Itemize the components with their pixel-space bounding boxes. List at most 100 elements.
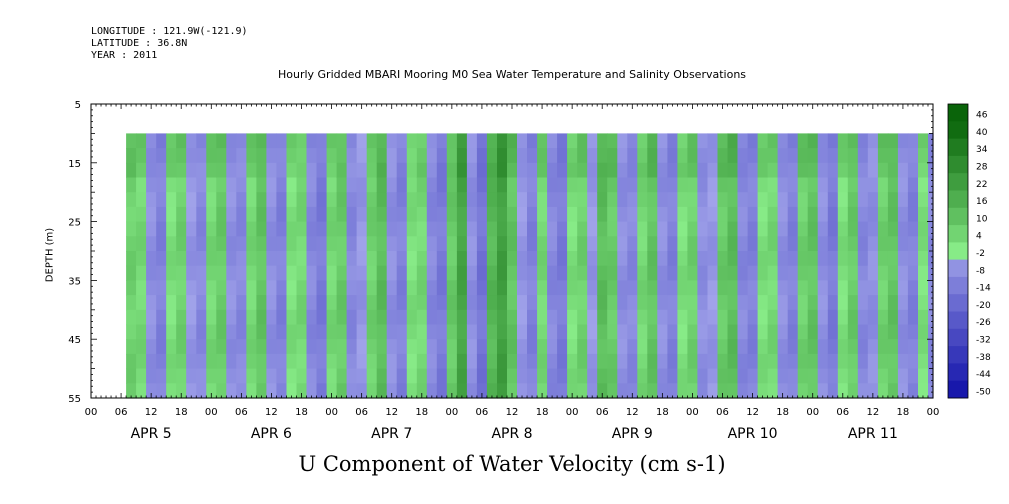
heatmap-cell (577, 383, 588, 399)
heatmap-cell (597, 265, 608, 281)
heatmap-cell (476, 251, 488, 267)
heatmap-cell (166, 265, 177, 281)
heatmap-cell (176, 324, 187, 340)
heatmap-cell (667, 177, 678, 193)
heatmap-cell (426, 206, 438, 223)
heatmap-cell (657, 148, 668, 164)
heatmap-cell (486, 206, 498, 223)
heatmap-cell (146, 324, 157, 340)
x-axis-ticks: 00 06 12 18 00 06 12 18 00 06 12 18 00 06 12 18 00 06 12 18… (85, 104, 939, 442)
heatmap-cell (597, 133, 608, 149)
heatmap-cell (607, 383, 618, 399)
heatmap-cell (306, 265, 318, 281)
heatmap-cell (527, 265, 538, 281)
heatmap-cell (216, 309, 227, 326)
heatmap-cell (557, 236, 568, 252)
heatmap-cell (236, 265, 247, 281)
heatmap-cell (797, 339, 809, 355)
heatmap-cell (577, 133, 588, 149)
heatmap-cell (176, 280, 187, 296)
heatmap-cell (787, 339, 799, 355)
heatmap-cell (918, 295, 929, 311)
heatmap-cell (476, 206, 488, 223)
heatmap-cell (897, 133, 909, 149)
heatmap-cell (186, 368, 197, 384)
heatmap-cell (707, 383, 719, 399)
heatmap-cell (577, 251, 588, 267)
heatmap-cell (867, 280, 879, 296)
heatmap-cell (787, 251, 799, 267)
heatmap-cell (537, 295, 548, 311)
heatmap-cell (777, 206, 789, 223)
heatmap-cell (807, 221, 819, 237)
colorbar-label: 4 (976, 232, 982, 242)
heatmap-cell (817, 265, 829, 281)
heatmap-cell (727, 280, 739, 296)
heatmap-cell (567, 192, 578, 208)
heatmap-cell (918, 368, 929, 384)
heatmap-cell (146, 206, 157, 223)
heatmap-cell (136, 383, 147, 399)
heatmap-cell (537, 339, 548, 355)
heatmap-cell (316, 236, 328, 252)
heatmap-cell (256, 206, 267, 223)
heatmap-cell (206, 295, 217, 311)
heatmap-cell (517, 295, 528, 311)
heatmap-cell (446, 339, 458, 355)
heatmap-cell (697, 236, 708, 252)
heatmap-cell (717, 368, 729, 384)
heatmap-cell (226, 251, 237, 267)
heatmap-cell (677, 295, 688, 311)
colorbar-label: -2 (976, 249, 985, 259)
heatmap-cell (847, 295, 859, 311)
heatmap-cell (597, 177, 608, 193)
heatmap-cell (907, 339, 919, 355)
heatmap-cell (416, 368, 428, 384)
heatmap-cell (817, 133, 829, 149)
heatmap-cell (617, 206, 628, 223)
heatmap-cell (136, 206, 147, 223)
heatmap-cell (266, 309, 277, 326)
heatmap-cell (647, 280, 658, 296)
heatmap-cell (587, 295, 598, 311)
heatmap-cell (346, 295, 358, 311)
heatmap-cell (196, 133, 207, 149)
heatmap-cell (336, 309, 348, 326)
heatmap-cell (577, 309, 588, 326)
heatmap-cell (436, 148, 448, 164)
heatmap-cell (867, 162, 879, 179)
heatmap-cell (667, 309, 678, 326)
heatmap-cell (256, 280, 267, 296)
heatmap-cell (346, 280, 358, 296)
heatmap-cell (547, 236, 558, 252)
heatmap-cell (537, 324, 548, 340)
heatmap-cell (907, 162, 919, 179)
heatmap-cell (677, 324, 688, 340)
heatmap-cell (667, 368, 678, 384)
heatmap-cell (707, 192, 719, 208)
heatmap-cell (306, 133, 318, 149)
heatmap-cell (176, 236, 187, 252)
heatmap-cell (386, 133, 398, 149)
heatmap-cell (747, 383, 759, 399)
heatmap-cell (206, 309, 217, 326)
heatmap-cell (667, 192, 678, 208)
heatmap-cell (717, 383, 729, 399)
heatmap-cell (456, 280, 468, 296)
heatmap-cell (517, 133, 528, 149)
heatmap-cell (336, 206, 348, 223)
heatmap-cell (466, 251, 478, 267)
x-tick-label: 00 (566, 407, 579, 418)
heatmap-cell (396, 133, 408, 149)
x-tick-label: 12 (746, 407, 759, 418)
heatmap-cell (717, 339, 729, 355)
heatmap-cell (837, 236, 849, 252)
heatmap-cell (266, 221, 277, 237)
heatmap-cell (406, 206, 418, 223)
heatmap-cell (466, 236, 478, 252)
heatmap-cell (847, 236, 859, 252)
heatmap-cell (647, 192, 658, 208)
colorbar-label: -50 (976, 387, 991, 397)
heatmap-cell (156, 295, 167, 311)
